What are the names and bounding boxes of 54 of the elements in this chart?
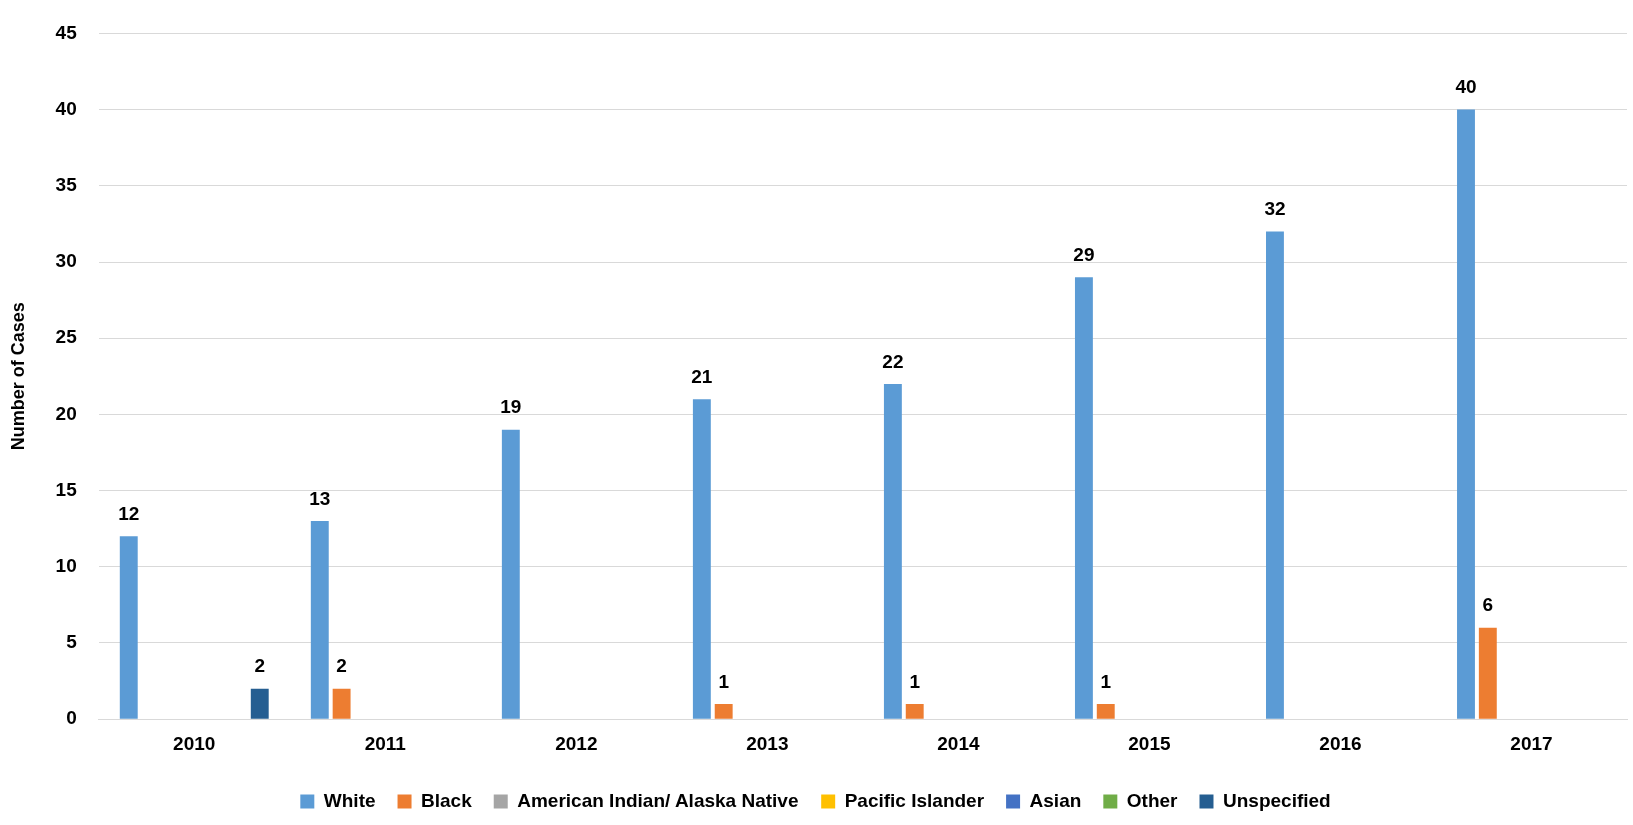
bar: [310, 521, 329, 719]
data-label: 1: [718, 670, 730, 692]
data-label: 6: [1482, 594, 1494, 616]
bar: [332, 688, 351, 719]
y-tick-label: 45: [55, 21, 78, 43]
legend-label: American Indian/ Alaska Native: [517, 789, 799, 811]
bar: [1457, 109, 1475, 719]
bar: [714, 703, 733, 719]
y-tick-label: 20: [55, 402, 77, 424]
legend-label: Pacific Islander: [844, 789, 985, 811]
bar: [1266, 231, 1284, 719]
x-tick-label: 2015: [1128, 732, 1171, 754]
bar: [1096, 703, 1115, 719]
bar: [119, 536, 138, 719]
legend-label: White: [323, 789, 376, 811]
bar: [250, 688, 269, 719]
data-label: 12: [118, 503, 140, 525]
data-label: 29: [1073, 243, 1095, 265]
y-tick-label: 35: [55, 174, 78, 196]
bar: [883, 383, 902, 719]
legend-label: Unspecified: [1222, 789, 1331, 811]
x-tick-label: 2016: [1319, 732, 1362, 754]
legend-label: Black: [421, 789, 473, 811]
data-label: 1: [1100, 670, 1112, 692]
y-tick-label: 0: [66, 707, 77, 729]
y-tick-label: 5: [66, 631, 78, 653]
x-tick-label: 2011: [364, 732, 407, 754]
bar: [692, 399, 711, 719]
data-label: 13: [309, 487, 331, 509]
data-label: 2: [336, 655, 347, 677]
y-tick-label: 15: [55, 478, 78, 500]
x-tick-label: 2012: [555, 732, 598, 754]
data-label: 2: [254, 655, 266, 677]
data-label: 22: [882, 350, 904, 372]
bar: [1074, 277, 1093, 719]
legend-label: Other: [1126, 789, 1179, 811]
bar: [501, 429, 520, 719]
data-label: 40: [1455, 76, 1477, 98]
x-tick-label: 2010: [173, 732, 216, 754]
data-label: 32: [1264, 198, 1286, 220]
y-axis-title: Number of Cases: [7, 302, 28, 451]
x-tick-label: 2013: [746, 732, 789, 754]
x-tick-label: 2017: [1510, 732, 1553, 754]
y-tick-label: 40: [55, 97, 77, 119]
bar: [905, 703, 924, 719]
data-label: 19: [500, 396, 522, 418]
data-label: 1: [909, 670, 921, 692]
legend-label: Asian: [1029, 789, 1082, 811]
y-tick-label: 25: [55, 326, 78, 348]
x-tick-label: 2014: [937, 732, 980, 754]
y-tick-label: 10: [55, 555, 77, 577]
bar: [1478, 627, 1497, 719]
y-tick-label: 30: [55, 250, 77, 272]
data-label: 21: [691, 365, 713, 387]
